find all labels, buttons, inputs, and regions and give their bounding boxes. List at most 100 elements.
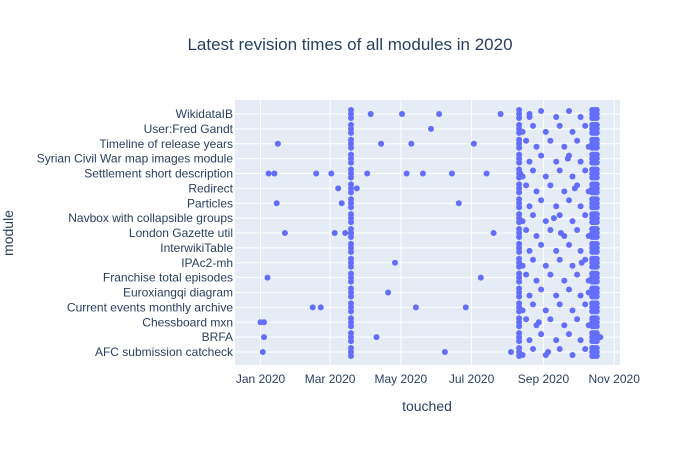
x-tick-labels: Jan 2020 Mar 2020 May 2020 Jul 2020 Sep 2020… — [236, 372, 640, 386]
data-point — [542, 173, 549, 180]
data-point — [516, 159, 523, 166]
data-point — [574, 271, 581, 278]
data-point — [577, 247, 584, 254]
data-point — [530, 122, 536, 129]
data-point — [585, 277, 592, 284]
data-point — [353, 185, 360, 192]
x-tick-label: Jul 2020 — [449, 372, 495, 386]
data-point — [516, 204, 523, 211]
data-point — [530, 346, 536, 352]
data-point — [538, 197, 545, 204]
data-point — [348, 234, 354, 240]
chart-title: Latest revision times of all modules in … — [187, 35, 512, 54]
data-point — [553, 337, 560, 344]
y-tick-label: Navbox with collapsible groups — [68, 211, 233, 225]
y-tick-label: Franchise total episodes — [103, 271, 233, 285]
data-point — [342, 230, 349, 236]
y-tick-label: London Gazette util — [129, 226, 233, 240]
data-point — [309, 304, 316, 311]
data-point — [338, 200, 345, 207]
data-point — [569, 173, 576, 180]
data-point — [582, 212, 589, 219]
data-point — [577, 337, 584, 344]
data-point — [373, 334, 380, 341]
data-point — [490, 230, 497, 236]
data-point — [441, 349, 448, 355]
data-point — [281, 230, 288, 236]
data-point — [553, 203, 560, 210]
x-axis-title: touched — [402, 398, 452, 414]
data-point — [561, 143, 568, 150]
y-tick-label: Chessboard mxn — [142, 315, 233, 329]
data-point — [593, 248, 600, 255]
data-point — [261, 319, 267, 326]
data-point — [519, 262, 526, 269]
data-point — [392, 259, 398, 266]
data-point — [556, 212, 563, 219]
data-point — [538, 108, 545, 114]
data-point — [577, 292, 584, 299]
data-point — [317, 304, 324, 311]
data-point — [516, 323, 523, 330]
data-point — [448, 170, 455, 177]
data-point — [577, 158, 584, 165]
x-tick-label: Nov 2020 — [589, 372, 641, 386]
data-point — [566, 197, 572, 204]
data-point — [585, 233, 592, 239]
data-point — [348, 308, 354, 315]
data-point — [516, 115, 523, 121]
data-point — [403, 170, 410, 177]
data-point — [547, 316, 554, 323]
y-tick-label: AFC submission catcheck — [95, 345, 234, 359]
data-point — [553, 247, 560, 254]
data-point — [348, 293, 354, 300]
data-point — [348, 323, 354, 330]
y-tick-label: Current events monthly archive — [67, 300, 233, 314]
data-point — [264, 274, 271, 281]
data-point — [582, 301, 589, 308]
data-point — [593, 338, 600, 345]
data-point — [593, 189, 600, 196]
data-point — [526, 292, 533, 299]
data-point — [523, 137, 530, 144]
data-point — [574, 316, 581, 323]
data-point — [538, 331, 545, 338]
data-point — [348, 189, 354, 196]
data-point — [566, 241, 572, 248]
y-tick-label: User:Fred Gandt — [144, 122, 234, 136]
data-point — [538, 152, 545, 159]
x-tick-label: Mar 2020 — [305, 372, 356, 386]
data-point — [566, 286, 572, 293]
y-tick-label: Euroxiangqi diagram — [123, 286, 233, 300]
data-point — [582, 346, 589, 352]
data-point — [569, 218, 576, 225]
data-point — [593, 219, 600, 226]
data-points — [257, 107, 604, 359]
data-point — [378, 140, 385, 147]
data-point — [408, 140, 415, 147]
data-point — [516, 293, 523, 300]
data-point — [574, 182, 581, 189]
data-point — [530, 212, 536, 219]
y-tick-label: Timeline of release years — [99, 137, 233, 151]
y-tick-label: Syrian Civil War map images module — [37, 152, 234, 166]
data-point — [348, 263, 354, 270]
data-point — [261, 334, 267, 341]
data-point — [526, 203, 533, 210]
data-point — [348, 338, 354, 345]
data-point — [516, 248, 523, 255]
data-point — [274, 140, 281, 147]
data-point — [547, 227, 554, 233]
data-point — [553, 292, 560, 299]
data-point — [331, 230, 338, 236]
data-point — [483, 170, 490, 177]
data-point — [533, 143, 540, 150]
data-point — [348, 278, 354, 285]
data-point — [516, 338, 523, 345]
data-point — [561, 277, 568, 284]
data-point — [561, 322, 568, 329]
data-point — [526, 114, 533, 120]
data-point — [519, 173, 526, 180]
data-point — [523, 227, 530, 233]
